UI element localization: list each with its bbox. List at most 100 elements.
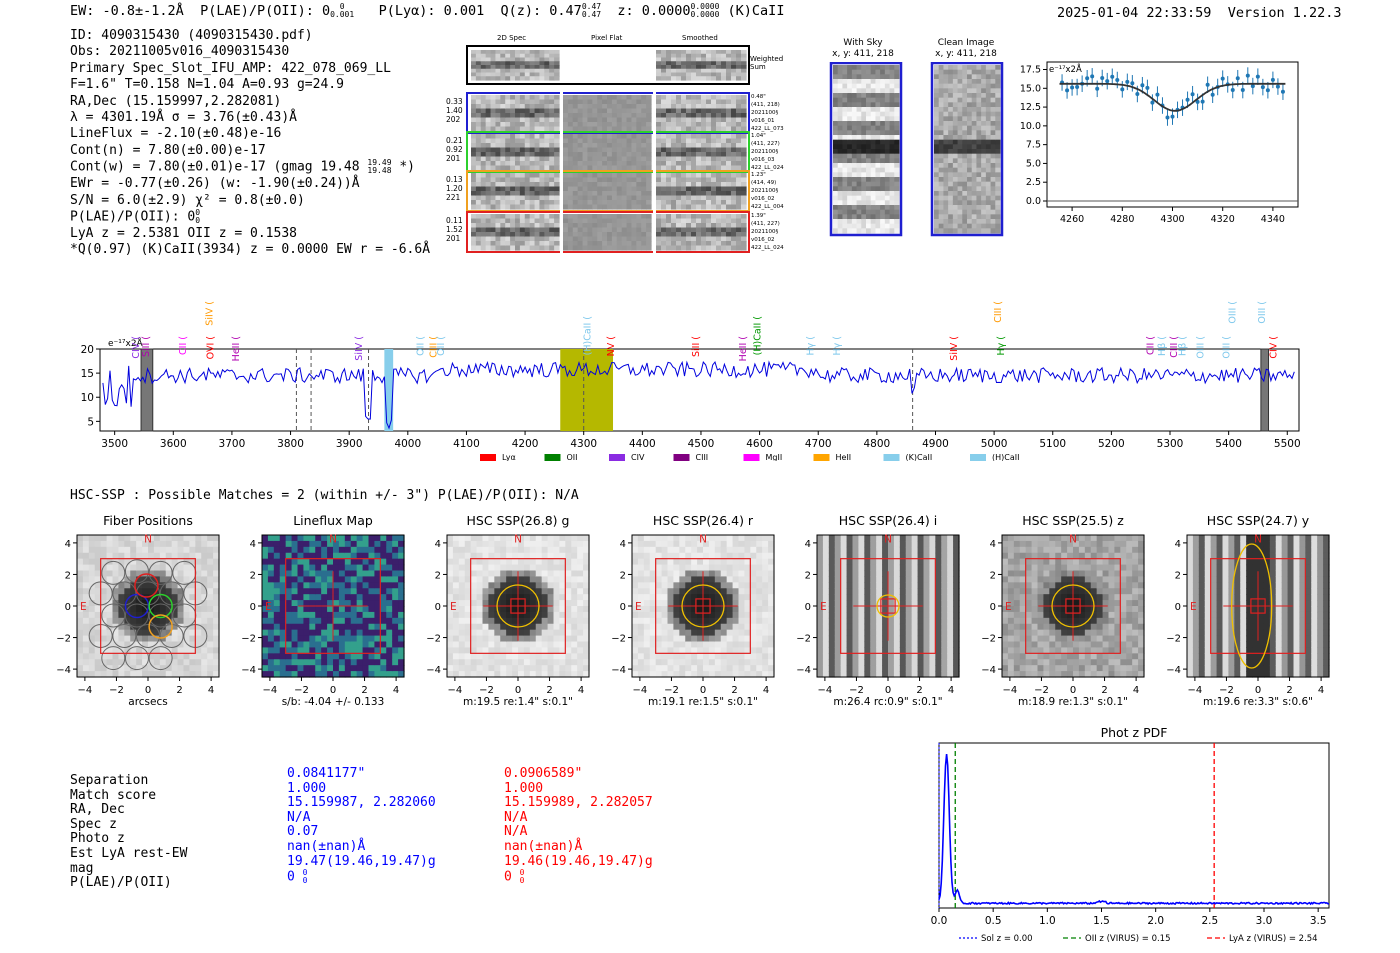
sky-pixel [952,144,959,150]
cutout-pixel [661,227,667,233]
cutout-pixel [616,191,623,197]
hsc-pixel [309,647,316,654]
hsc-pixel [500,582,507,589]
cutout-pixel [534,138,541,144]
hsc-pixel [285,570,293,578]
info-obs: Obs: 20211005v016_4090315430 [70,44,290,60]
hsc-pixel [177,576,185,583]
hsc-pixel [374,617,381,625]
hsc-pixel [130,671,137,678]
sky-pixel [842,144,848,150]
hsc-pixel [476,641,484,649]
cutout-info-line: 422_LL_024 [751,165,784,171]
cutout-pixel [485,186,492,192]
cutout-pixel [544,173,550,179]
hsc-pixel [362,665,370,672]
cutout-pixel [721,117,727,123]
hsc-pixel [321,635,328,643]
hsc-pixel [392,546,399,554]
sky-pixel [981,125,987,131]
cutout-pixel [587,134,593,140]
cutout-pixel [500,232,506,238]
cutout-pixel [691,117,697,123]
hsc-pixel [195,546,202,554]
hsc-pixel [327,552,334,560]
cutout-pixel [646,152,652,158]
cutout-pixel [607,227,613,233]
cutout-pixel [626,227,633,233]
cutout-pixel [554,68,560,74]
sky-pixel [981,186,987,192]
sky-pixel [943,205,949,211]
hsc-pixel [452,564,460,572]
cutout-pixel [631,152,637,158]
cutout-pixel [616,195,623,201]
sky-pixel [948,102,954,108]
cutout-pixel [716,218,722,224]
sky-pixel [870,107,876,113]
cutout-pixel [510,104,516,110]
sky-pixel [967,214,973,220]
sky-pixel [870,139,876,145]
sky-pixel [990,116,996,122]
hsc-pixel [368,629,376,637]
hsc-pixel [529,535,537,542]
cutout-pixel [524,214,531,220]
hsc-pixel [321,653,328,660]
cutout-pixel [500,143,506,149]
hsc-pixel [195,641,202,649]
sky-pixel [962,121,968,127]
cutout-pixel [505,236,511,242]
hsc-pixel [476,606,484,613]
cutout-pixel [711,165,717,171]
sky-pixel [842,130,848,136]
hsc-pixel [309,653,316,660]
hsc-pixel [291,629,299,637]
sky-pixel [952,69,959,75]
sky-pixel [847,205,853,211]
hsc-pixel [130,665,137,672]
sky-pixel [837,130,843,136]
cutout-pixel [621,126,628,132]
sky-pixel [866,209,872,215]
hsc-pixel [452,535,460,542]
sky-pixel [889,219,895,225]
cutout-pixel [671,147,677,153]
hsc-pixel [518,671,525,678]
hsc-pixel [279,635,287,643]
hsc-pixel [529,558,537,566]
hsc-pixel [506,641,513,649]
sky-pixel [967,74,973,80]
cutout-pixel [587,204,593,210]
spectrum-xtick-label: 4500 [688,438,715,450]
sky-frame [829,62,903,237]
cutout-pixel [524,147,531,153]
cutout-pixel [534,143,541,149]
sky-pixel [971,135,977,141]
sky-pixel [851,65,858,71]
cutout-pixel [611,161,618,167]
sky-pixel [995,177,1001,183]
sky-pixel [842,102,848,108]
sky-pixel [866,93,872,99]
hsc-pixel [94,635,102,643]
cutout-pixel [534,218,541,224]
cutout-pixel [577,104,584,110]
hsc-pixel [488,653,495,660]
cutout-pixel [539,152,545,158]
hsc-pixel [362,546,370,554]
sky-pixel [952,121,959,127]
fiber-circle [136,623,160,648]
cutout-pixel [726,191,732,197]
sky-pixel [847,228,853,234]
hsc-pixel [398,617,405,625]
sky-pixel [962,181,968,187]
hsc-pixel [153,535,161,542]
cutout-pixel [711,147,717,153]
hsc-pixel [398,546,405,554]
zoom-point [1245,73,1250,78]
fiber-circle [101,646,126,671]
sky-pixel [889,107,895,113]
hsc-pixel [476,552,484,560]
cutout-pixel [661,122,667,128]
